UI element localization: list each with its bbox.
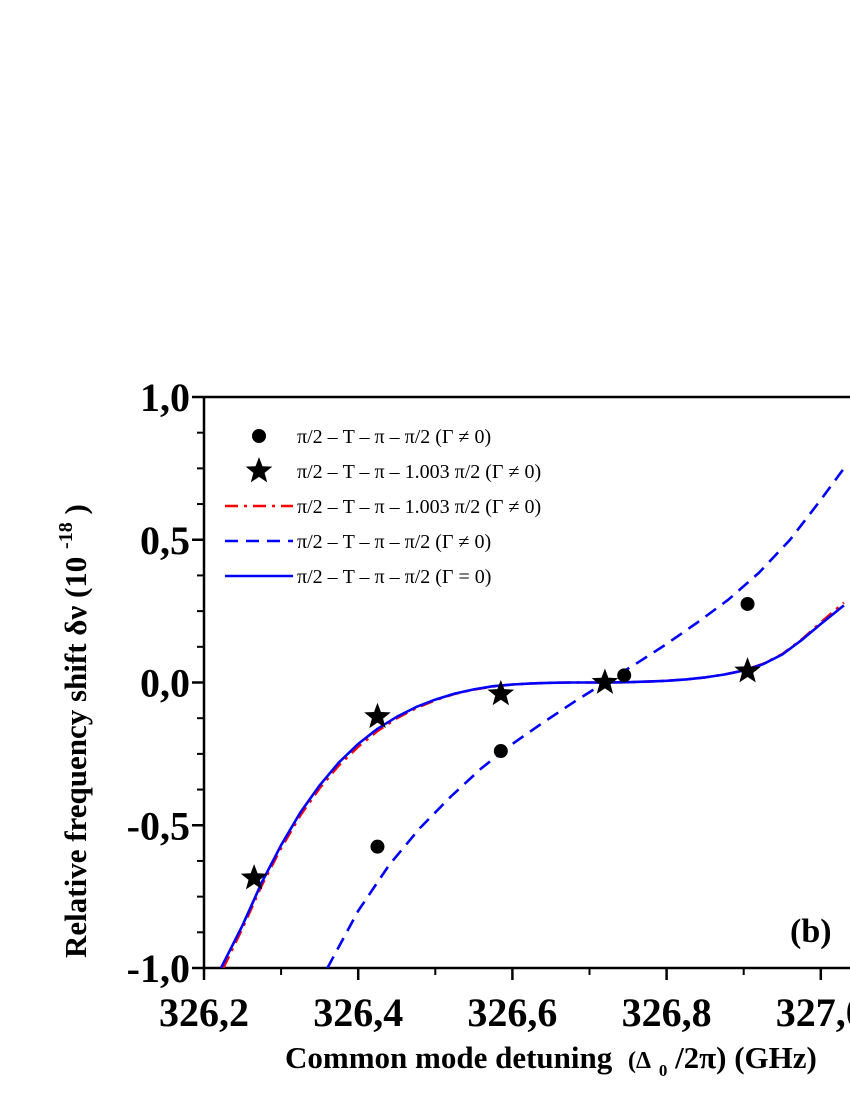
legend-item: π/2 – T – π – 1.003 π/2 (Γ ≠ 0) [225,496,541,518]
legend-item: π/2 – T – π – π/2 (Γ ≠ 0) [252,426,491,448]
legend-label: π/2 – T – π – π/2 (Γ ≠ 0) [297,531,491,553]
y-tick-label: -0,5 [127,803,190,848]
data-point-star [364,702,391,729]
legend-item: π/2 – T – π – π/2 (Γ ≠ 0) [225,531,491,553]
plot-area [219,467,845,968]
x-tick-label: 326,6 [467,990,557,1035]
data-point-circle [617,668,632,683]
data-point-circle [370,839,385,854]
x-tick-label: 326,2 [159,990,249,1035]
y-tick-label: -1,0 [127,946,190,991]
x-tick-label: 327,0 [776,990,850,1035]
y-tick-label: 1,0 [140,375,190,420]
legend-label: π/2 – T – π – 1.003 π/2 (Γ ≠ 0) [297,496,541,518]
data-point-circle [740,596,755,611]
axis-ticks: 326,2 326,4 326,6 326,8 327,0 -1,0 -0,5 0,0 0,5 1… [127,375,850,1035]
panel-label: (b) [790,913,832,950]
data-point-circle [493,744,508,759]
legend-item: π/2 – T – π – 1.003 π/2 (Γ ≠ 0) [245,457,541,483]
data-point-star [591,668,619,694]
x-axis-title: Common mode detuning (Δ 0 /2π) (GHz) [285,1040,817,1083]
x-tick-label: 326,8 [622,990,712,1035]
legend-swatch-star [245,457,273,483]
y-tick-label: 0,5 [140,518,190,563]
legend-item: π/2 – T – π – π/2 (Γ = 0) [225,566,491,588]
series-line-4 [219,604,845,968]
series-line-3 [326,467,845,968]
y-axis-title: Relative frequency shift δν (10 -18 ) [44,504,93,958]
legend-label: π/2 – T – π – π/2 (Γ = 0) [297,566,491,588]
x-tick-label: 326,4 [313,990,403,1035]
legend-label: π/2 – T – π – π/2 (Γ ≠ 0) [297,426,491,448]
legend: π/2 – T – π – π/2 (Γ ≠ 0) π/2 – T – π – 1… [225,426,541,588]
legend-label: π/2 – T – π – 1.003 π/2 (Γ ≠ 0) [297,461,541,483]
legend-swatch-circle [252,429,266,443]
y-tick-label: 0,0 [140,661,190,706]
data-point-star [734,657,761,683]
data-point-star [487,679,515,706]
data-point-star [240,864,268,890]
series-line-2 [222,601,845,968]
